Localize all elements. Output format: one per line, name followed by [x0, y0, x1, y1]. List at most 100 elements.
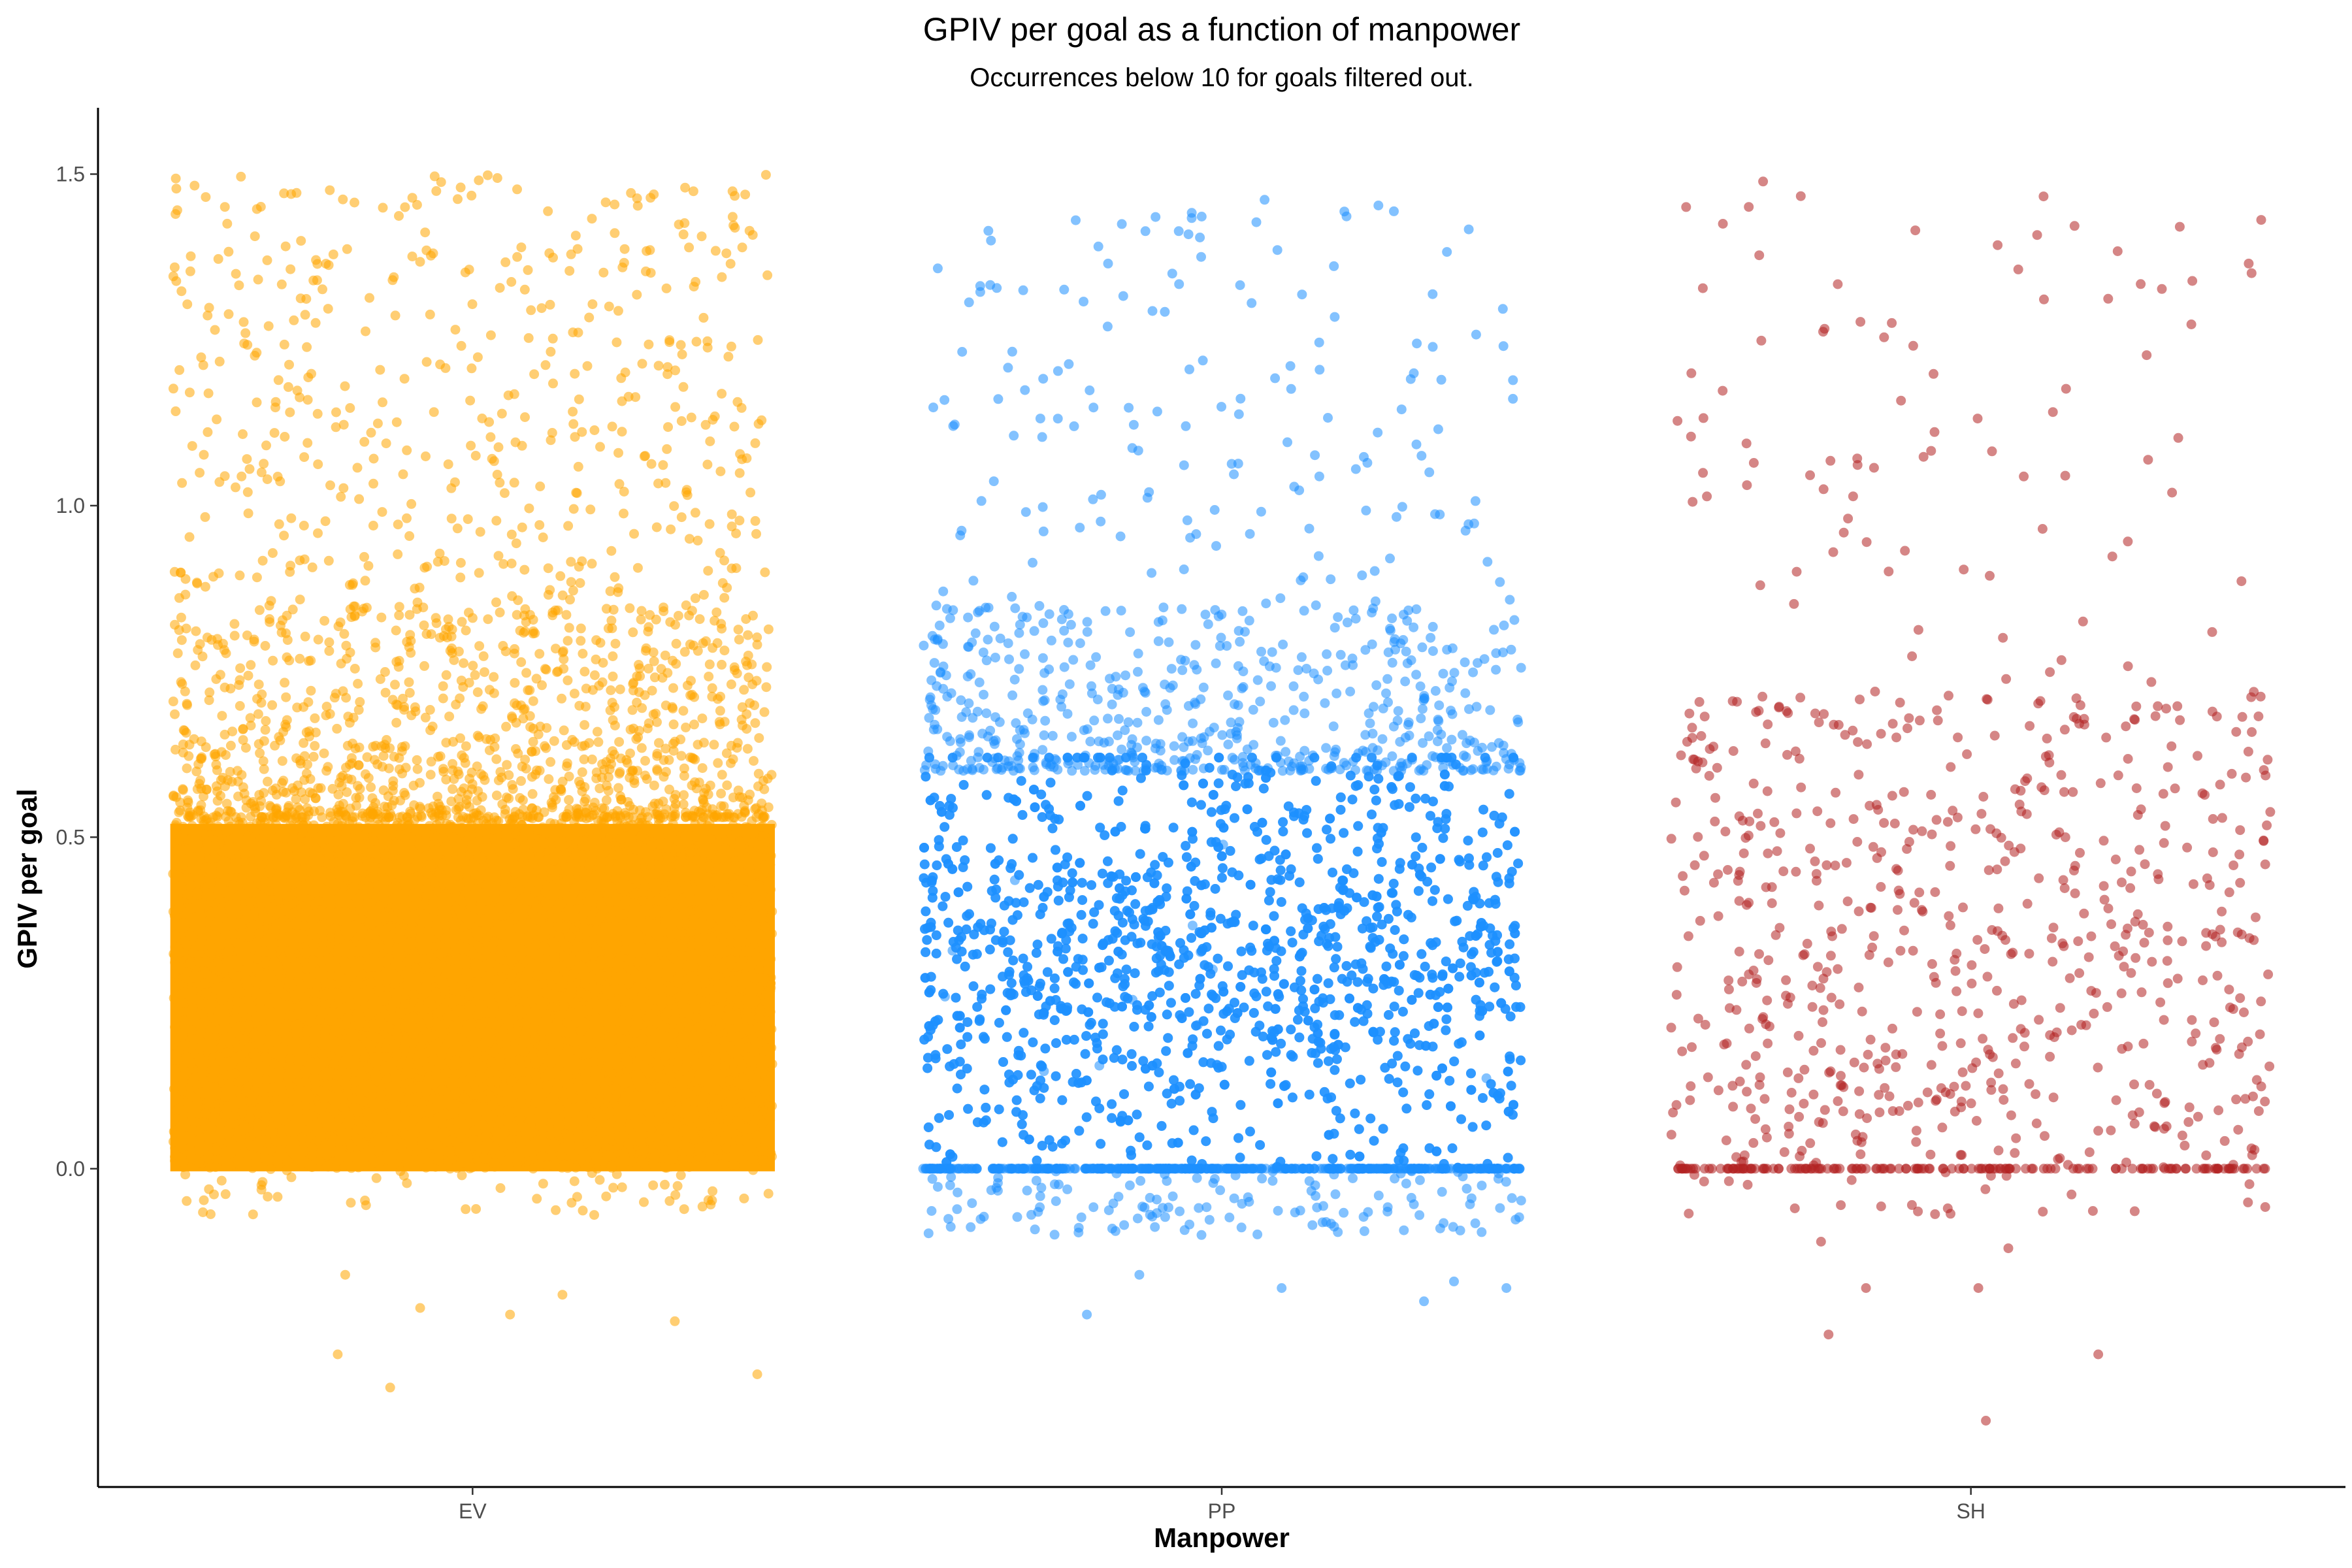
scatter-point [658, 1036, 668, 1047]
scatter-point [180, 1019, 190, 1030]
scatter-point [329, 1058, 340, 1068]
scatter-point [197, 1065, 207, 1075]
scatter-point [432, 887, 442, 897]
scatter-point [583, 1049, 593, 1059]
scatter-point [257, 892, 267, 902]
scatter-point [406, 937, 416, 947]
scatter-point [301, 900, 311, 911]
scatter-point [478, 651, 489, 661]
scatter-point [431, 1039, 441, 1049]
scatter-point [292, 920, 302, 930]
scatter-point [718, 1068, 728, 1078]
scatter-point [564, 772, 574, 781]
scatter-point [268, 655, 278, 666]
scatter-point [640, 905, 650, 915]
scatter-point [709, 1123, 719, 1134]
scatter-point [244, 1042, 255, 1053]
scatter-point [425, 889, 435, 900]
scatter-point [665, 1070, 676, 1080]
scatter-point [593, 737, 604, 747]
scatter-point [461, 1054, 471, 1065]
scatter-point [759, 811, 769, 821]
scatter-point [222, 1047, 232, 1058]
scatter-point [282, 610, 292, 621]
scatter-point [671, 929, 681, 939]
scatter-point [754, 733, 764, 743]
scatter-point [729, 985, 740, 996]
scatter-point [340, 907, 350, 917]
scatter-point [319, 1056, 329, 1066]
scatter-point [718, 983, 728, 994]
plot-points [168, 170, 2276, 1426]
scatter-point [174, 1104, 184, 1115]
scatter-point [185, 824, 195, 834]
scatter-point [530, 949, 540, 960]
scatter-point [184, 875, 194, 885]
scatter-point [222, 977, 233, 987]
scatter-point [372, 970, 383, 981]
scatter-point [527, 918, 538, 928]
scatter-point [762, 774, 773, 784]
scatter-point [421, 979, 432, 990]
scatter-point [496, 1010, 506, 1020]
scatter-point [638, 1034, 649, 1044]
scatter-point [649, 827, 659, 838]
scatter-point [391, 1050, 402, 1060]
scatter-point [443, 879, 453, 889]
scatter-point [596, 855, 606, 865]
scatter-point [706, 849, 716, 860]
scatter-point [709, 991, 719, 1002]
scatter-point [700, 1045, 711, 1055]
scatter-point [616, 968, 627, 978]
scatter-point [225, 821, 235, 832]
scatter-point [691, 832, 700, 842]
scatter-point [363, 1062, 374, 1073]
scatter-point [681, 1088, 691, 1099]
scatter-point [220, 729, 230, 740]
scatter-point [766, 1148, 776, 1158]
scatter-point [281, 787, 291, 798]
scatter-point [688, 996, 698, 1006]
scatter-point [188, 1125, 198, 1135]
scatter-point [311, 871, 321, 881]
scatter-point [255, 867, 266, 877]
scatter-point [596, 998, 607, 1009]
scatter-point [439, 1019, 449, 1029]
scatter-point [450, 1055, 461, 1066]
scatter-point [578, 649, 588, 659]
scatter-point [361, 1128, 372, 1139]
scatter-point [678, 1080, 688, 1090]
scatter-point [598, 658, 608, 668]
scatter-point [268, 812, 278, 823]
scatter-point [328, 1134, 338, 1144]
scatter-point [311, 845, 321, 855]
scatter-point [485, 847, 495, 858]
scatter-point [402, 912, 413, 923]
scatter-point [557, 962, 567, 972]
scatter-point [676, 1035, 686, 1045]
scatter-point [706, 834, 716, 844]
scatter-point [223, 1126, 233, 1136]
scatter-point [540, 827, 550, 838]
scatter-point [638, 971, 649, 981]
scatter-point [440, 985, 450, 996]
scatter-point [265, 867, 276, 877]
scatter-point [663, 837, 674, 847]
scatter-point [362, 883, 372, 894]
scatter-point [604, 1032, 614, 1043]
scatter-point [680, 831, 691, 841]
scatter-point [461, 741, 471, 751]
scatter-point [766, 820, 777, 830]
scatter-point [287, 1037, 297, 1048]
scatter-point [402, 1154, 413, 1164]
scatter-point [183, 811, 193, 821]
scatter-point [197, 1087, 206, 1098]
scatter-point [728, 792, 738, 803]
scatter-point [261, 1075, 271, 1085]
scatter-point [424, 1107, 434, 1118]
scatter-point [259, 980, 269, 990]
scatter-point [604, 865, 614, 875]
scatter-point [364, 848, 374, 858]
scatter-point [514, 962, 525, 973]
